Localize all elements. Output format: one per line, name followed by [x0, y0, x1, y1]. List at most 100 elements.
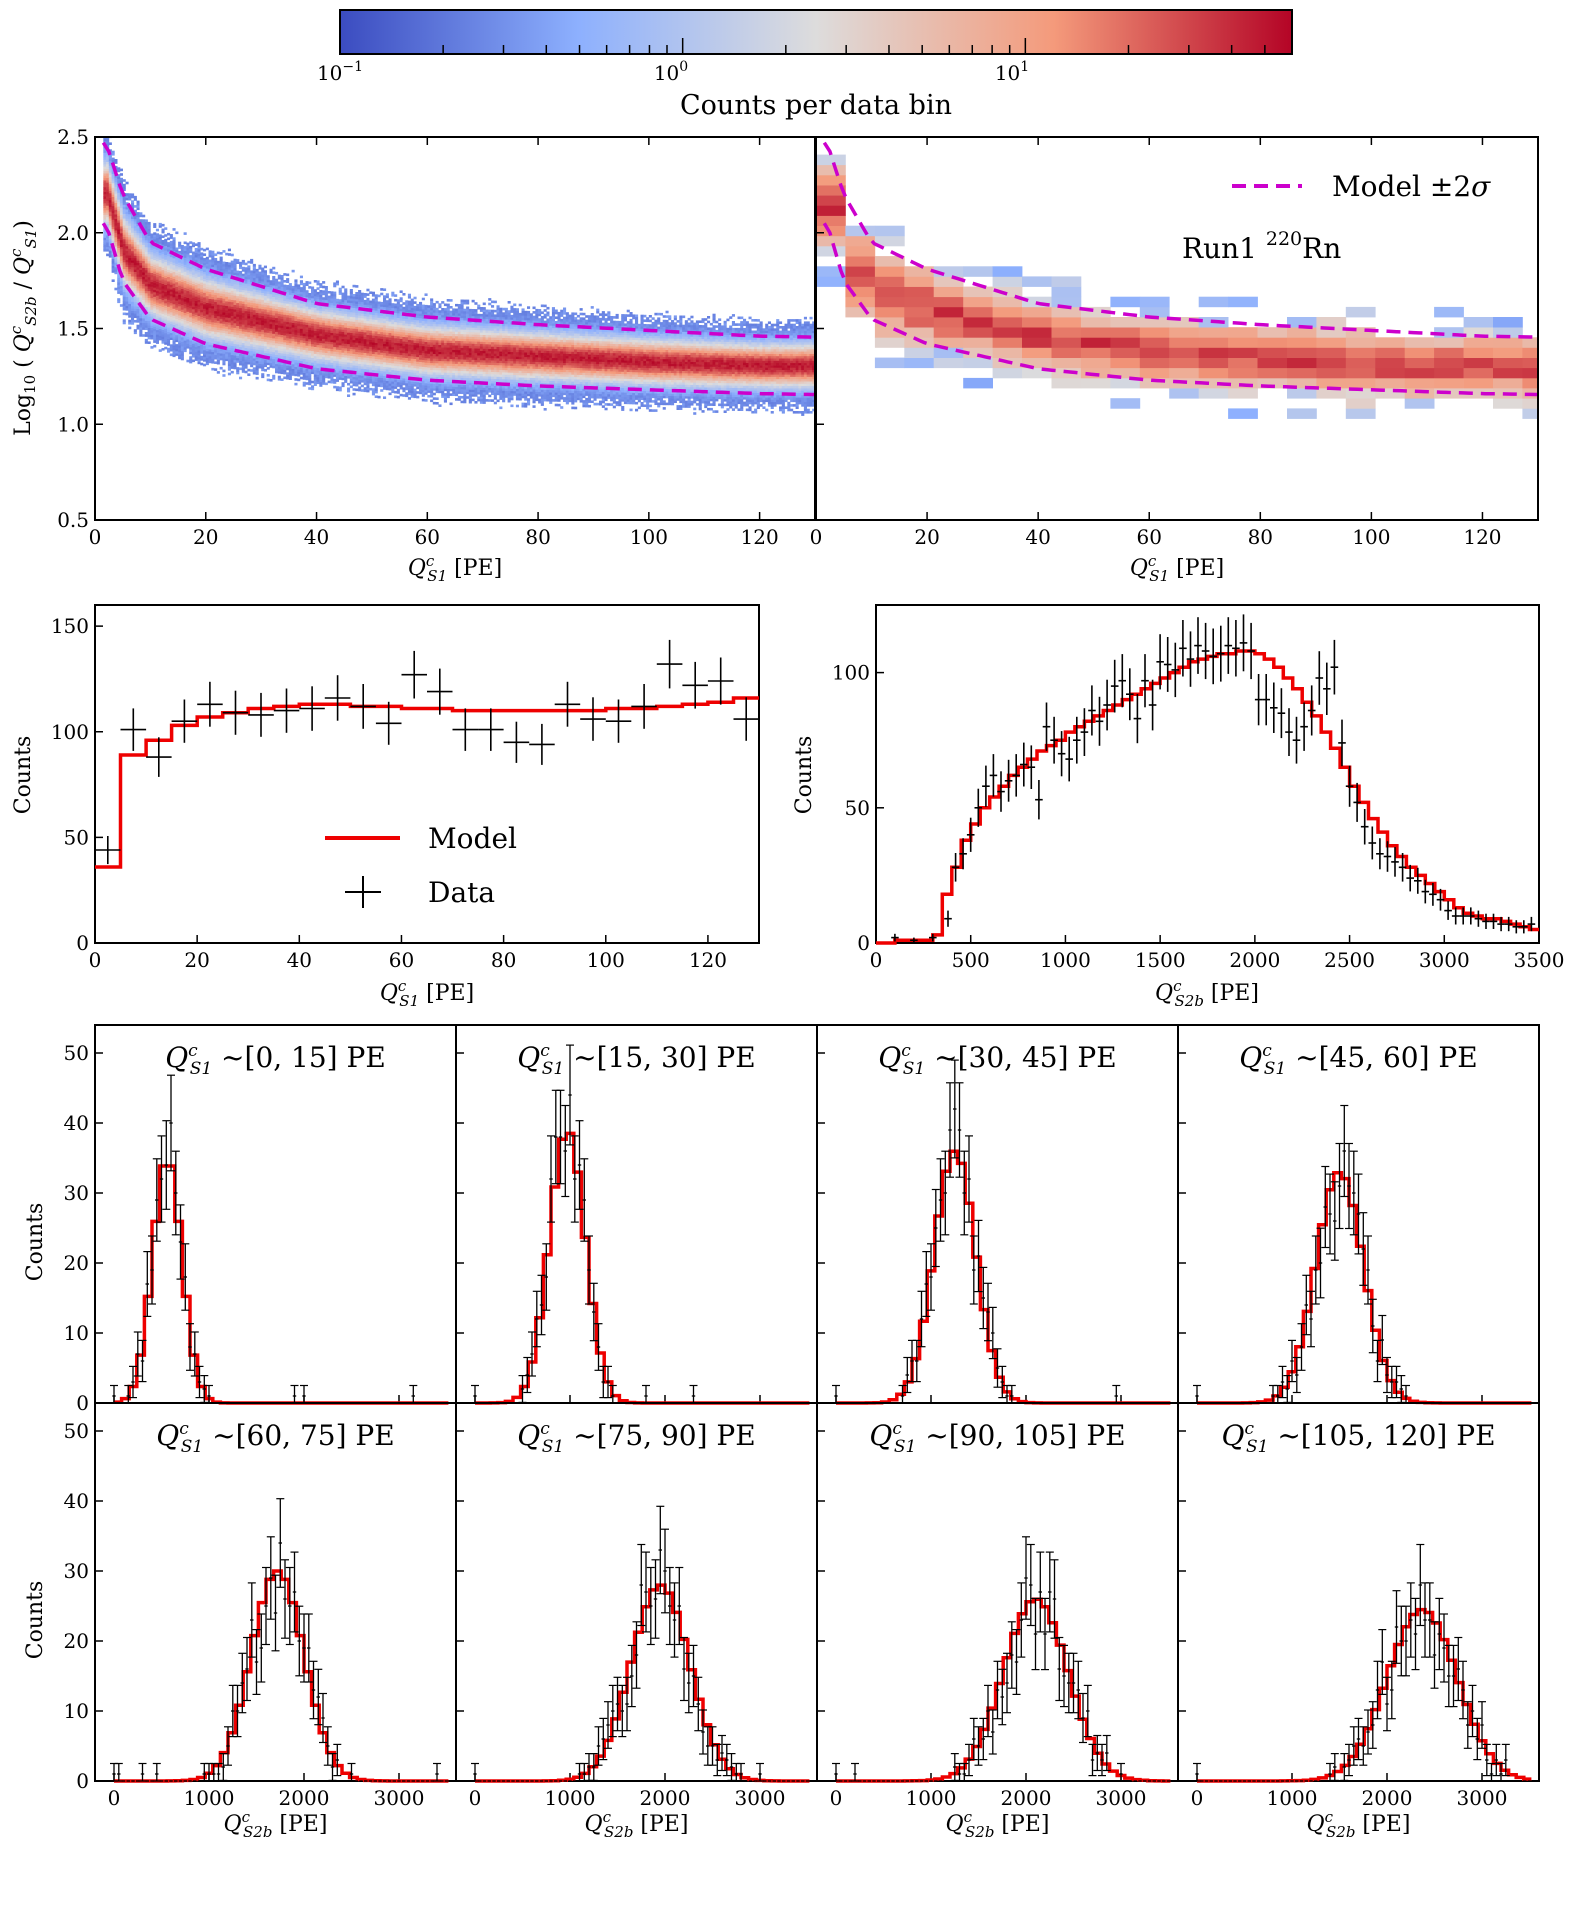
hist2d-model-cell	[214, 299, 218, 302]
hist2d-model-cell	[203, 271, 207, 275]
hist2d-model-cell	[324, 292, 328, 296]
hist2d-model-cell	[272, 303, 276, 307]
hist2d-model-cell	[388, 387, 392, 391]
hist2d-model-cell	[283, 342, 287, 345]
hist2d-model-cell	[252, 360, 256, 363]
hist2d-model-cell	[197, 352, 201, 356]
hist2d-model-cell	[371, 307, 375, 311]
hist2d-model-cell	[161, 341, 165, 344]
hist2d-model-cell	[164, 335, 168, 338]
hist2d-model-cell	[208, 277, 212, 281]
hist2d-model-cell	[119, 221, 123, 225]
hist2d-model-cell	[103, 230, 107, 234]
hist2d-model-cell	[200, 286, 204, 290]
hist2d-model-cell	[233, 261, 237, 264]
hist2d-model-cell	[269, 321, 273, 325]
hist2d-model-cell	[380, 375, 384, 378]
hist2d-model-cell	[205, 355, 209, 359]
hist2d-model-cell	[396, 329, 400, 332]
hist2d-model-cell	[150, 316, 154, 319]
hist2d-model-cell	[111, 254, 115, 257]
hist2d-model-cell	[108, 248, 112, 251]
hist2d-model-cell	[358, 319, 362, 323]
hist2d-model-cell	[261, 341, 265, 344]
hist2d-model-cell	[374, 358, 378, 362]
hist2d-model-cell	[347, 318, 351, 322]
hist2d-model-cell	[277, 286, 281, 289]
hist2d-model-cell	[377, 361, 381, 364]
hist2d-model-cell	[205, 362, 209, 366]
hist2d-model-cell	[153, 266, 157, 270]
hist2d-model-cell	[277, 378, 281, 381]
hist2d-model-cell	[128, 326, 132, 330]
hist2d-model-cell	[178, 296, 182, 300]
hist2d-model-cell	[197, 347, 201, 351]
hist2d-model-cell	[153, 252, 157, 256]
hist2d-model-cell	[327, 302, 331, 305]
hist2d-model-cell	[383, 306, 387, 310]
hist2d-model-cell	[366, 362, 370, 365]
hist2d-model-cell	[269, 289, 273, 292]
hist2d-model-cell	[261, 269, 265, 273]
hist2d-model-cell	[286, 351, 290, 355]
hist2d-model-cell	[272, 333, 276, 337]
hist2d-model-cell	[233, 346, 237, 349]
hist2d-model-cell	[360, 384, 364, 388]
hist2d-model-cell	[275, 340, 279, 344]
hist2d-model-cell	[225, 358, 229, 362]
hist2d-model-cell	[114, 262, 118, 265]
hist2d-model-cell	[330, 314, 334, 317]
hist2d-model-cell	[396, 313, 400, 316]
hist2d-model-cell	[297, 364, 301, 368]
hist2d-model-cell	[319, 381, 323, 385]
hist2d-model-cell	[155, 329, 159, 333]
hist2d-model-cell	[172, 340, 176, 344]
hist2d-model-cell	[106, 152, 110, 156]
hist2d-model-cell	[167, 290, 171, 293]
hist2d-model-cell	[131, 308, 135, 311]
hist2d-model-cell	[255, 324, 259, 327]
hist2d-model-cell	[261, 301, 265, 305]
hist2d-model-cell	[263, 369, 267, 372]
hist2d-model-cell	[286, 354, 290, 357]
hist2d-model-cell	[147, 288, 151, 292]
hist2d-model-cell	[255, 287, 259, 290]
hist2d-model-cell	[122, 243, 126, 247]
hist2d-model-cell	[178, 345, 182, 348]
hist2d-model-cell	[341, 299, 345, 303]
hist2d-model-cell	[355, 340, 359, 343]
hist2d-model-cell	[211, 328, 215, 332]
hist2d-model-cell	[103, 175, 107, 179]
hist2d-model-cell	[203, 278, 207, 282]
hist2d-model-cell	[369, 337, 373, 340]
hist2d-model-cell	[369, 387, 373, 391]
hist2d-model-cell	[144, 286, 148, 289]
hist2d-model-cell	[119, 193, 123, 197]
hist2d-model-cell	[261, 327, 265, 330]
hist2d-model-cell	[219, 330, 223, 333]
hist2d-model-cell	[178, 347, 182, 350]
hist2d-model-cell	[263, 306, 267, 310]
hist2d-model-cell	[308, 281, 312, 285]
hist2d-model-cell	[200, 257, 204, 260]
hist2d-model-cell	[322, 297, 326, 300]
hist2d-model-cell	[230, 304, 234, 307]
hist2d-model-cell	[164, 264, 168, 267]
hist2d-model-cell	[153, 264, 157, 267]
hist2d-model-cell	[203, 345, 207, 348]
hist2d-model-cell	[175, 346, 179, 349]
hist2d-model-cell	[205, 351, 209, 354]
hist2d-model-cell	[247, 345, 251, 349]
hist2d-model-cell	[155, 249, 159, 252]
hist2d-model-cell	[250, 339, 254, 342]
hist2d-model-cell	[211, 340, 215, 343]
hist2d-model-cell	[261, 366, 265, 369]
hist2d-model-cell	[172, 343, 176, 346]
hist2d-model-cell	[194, 298, 198, 302]
hist2d-model-cell	[175, 268, 179, 271]
hist2d-model-cell	[330, 328, 334, 331]
hist2d-model-cell	[106, 154, 110, 158]
hist2d-model-cell	[230, 361, 234, 365]
hist2d-model-cell	[313, 337, 317, 341]
hist2d-model-cell	[119, 212, 123, 215]
